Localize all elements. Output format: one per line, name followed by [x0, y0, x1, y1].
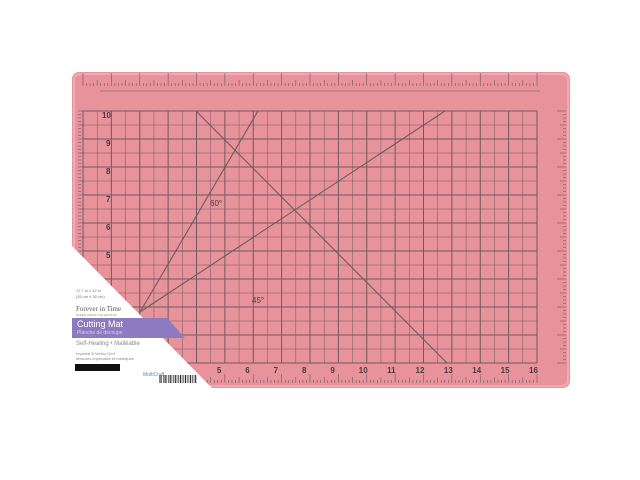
bottom-ruler-number: 5: [216, 366, 222, 375]
brand-name: Forever in Time: [76, 305, 122, 313]
maker-logo: MultiCraft: [143, 372, 165, 378]
left-ruler-number: 10: [102, 111, 111, 120]
title-band: [72, 318, 167, 338]
bottom-ruler-number: 8: [302, 366, 307, 375]
grid-lines: [82, 110, 538, 364]
angle-60-label: 60°: [210, 199, 223, 208]
bottom-ruler-number: 15: [500, 366, 510, 375]
bottom-ruler-number: 12: [415, 366, 425, 375]
warning-box: [75, 364, 120, 371]
bottom-ruler-number: 10: [358, 366, 368, 375]
left-ruler-number: 9: [106, 139, 111, 148]
product-label: [72, 246, 212, 388]
product-title-fr: Planche de découpe: [77, 330, 123, 336]
bottom-ruler-number: 6: [245, 366, 250, 375]
size-imperial: 17.7 in x 12 in: [76, 288, 101, 293]
bottom-ruler-number: 7: [273, 366, 279, 375]
left-ruler-number: 7: [106, 195, 111, 204]
left-ruler-number: 8: [106, 167, 111, 176]
bottom-ruler-number: 16: [529, 366, 538, 375]
angle-45-label: 45°: [252, 296, 265, 305]
bottom-ruler-number: 11: [387, 366, 396, 375]
grid-text-fr: Mesures impériales et métriques: [76, 356, 134, 361]
bottom-ruler-number: 14: [472, 366, 482, 375]
left-ruler-number: 5: [106, 251, 111, 260]
barcode: [159, 375, 197, 383]
left-ruler-number: 6: [106, 223, 111, 232]
angle-guides: [139, 110, 448, 364]
grid-text-en: Imperial & Metric Grid: [76, 351, 115, 356]
feature-text: Self-Healing • Malléable: [76, 341, 140, 347]
product-title: Cutting Mat: [77, 319, 124, 329]
bottom-ruler-number: 13: [443, 366, 453, 375]
bottom-ruler-number: 9: [330, 366, 335, 375]
size-metric: (45 cm x 30 cm): [76, 294, 105, 299]
brand-sub: PAPER CRAFT COLLECTION: [76, 313, 117, 317]
